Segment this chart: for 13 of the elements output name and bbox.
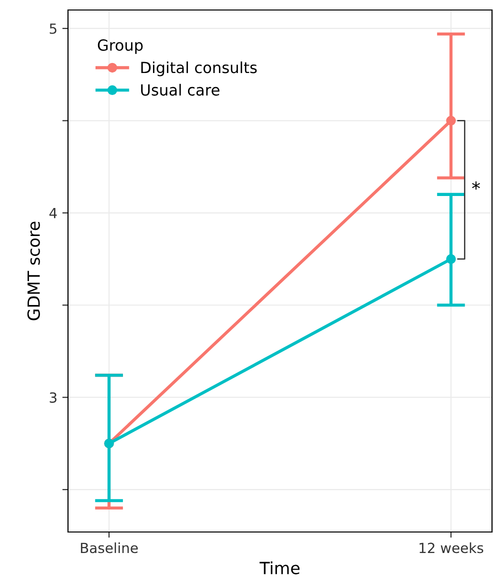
- annotation: *: [472, 181, 480, 190]
- point: [446, 254, 456, 264]
- y-tick-label: 5: [50, 24, 56, 34]
- legend-label: Digital consults: [141, 61, 257, 76]
- x-axis-title: Time: [260, 561, 300, 574]
- x-tick-label: Baseline: [80, 542, 138, 554]
- point: [446, 116, 456, 126]
- legend-label: Usual care: [141, 84, 220, 96]
- y-axis-title: GDMT score: [27, 222, 40, 320]
- x-tick-label: 12 weeks: [420, 542, 484, 554]
- legend-title: Group: [98, 39, 143, 54]
- y-tick-label: 4: [49, 208, 57, 218]
- y-tick-label: 3: [50, 392, 56, 403]
